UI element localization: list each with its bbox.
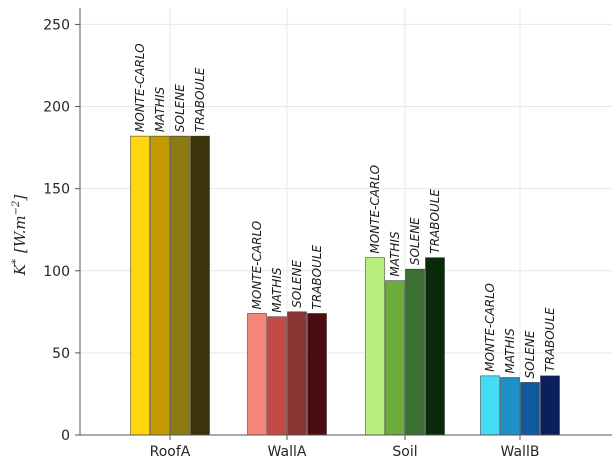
- y-axis-label-sup: *: [11, 259, 22, 264]
- bar-label: MONTE-CARLO: [250, 221, 264, 310]
- y-tick-label: 250: [43, 17, 70, 33]
- bar-soil-mathis: [385, 280, 405, 436]
- bar-label: SOLENE: [173, 84, 187, 132]
- bar-wallb-traboule: [540, 375, 560, 436]
- bar-soil-monte-carlo: [365, 257, 385, 436]
- y-axis-label-open: [W.m: [11, 215, 29, 253]
- bar-label: MATHIS: [388, 231, 402, 277]
- bar-label: TRABOULE: [310, 244, 324, 309]
- y-axis-label: K* [W.m−2]: [11, 195, 29, 277]
- bar-soil-traboule: [425, 257, 445, 436]
- bar-wallb-solene: [520, 382, 540, 436]
- y-axis-label-main: K: [11, 263, 29, 276]
- bar-wallb-monte-carlo: [480, 375, 500, 436]
- bar-soil-solene: [405, 268, 425, 436]
- bar-roofa-traboule: [190, 135, 210, 436]
- bar-label: SOLENE: [290, 260, 304, 308]
- bar-roofa-solene: [170, 135, 190, 436]
- bar-walla-traboule: [307, 313, 327, 436]
- x-tick-label: WallA: [268, 444, 307, 460]
- bars: [130, 135, 560, 436]
- y-tick-label: 100: [43, 264, 70, 280]
- bar-label: SOLENE: [408, 217, 422, 265]
- bar-label: MATHIS: [270, 267, 284, 313]
- bar-label: TRABOULE: [428, 189, 442, 254]
- bar-label: MONTE-CARLO: [368, 165, 382, 254]
- bar-roofa-monte-carlo: [130, 135, 150, 436]
- bar-label: MATHIS: [503, 328, 517, 374]
- x-tick-label: RoofA: [150, 444, 191, 460]
- axes: [79, 8, 612, 436]
- labels: 0 50 100 150 200 250 MONTE-CARLO MATHIS SOLENE TR…: [43, 17, 557, 460]
- bar-walla-monte-carlo: [247, 313, 267, 436]
- bar-label: SOLENE: [523, 330, 537, 378]
- y-tick-label: 150: [43, 182, 70, 198]
- x-tick-label: Soil: [392, 444, 417, 460]
- y-axis-label-exp: −2: [11, 201, 22, 216]
- bar-wallb-mathis: [500, 377, 520, 436]
- bar-roofa-mathis: [150, 135, 170, 436]
- bar-label: MONTE-CARLO: [483, 283, 497, 372]
- bar-label: MONTE-CARLO: [133, 43, 147, 132]
- y-axis-label-close: ]: [11, 195, 29, 202]
- y-tick-label: 0: [61, 428, 70, 444]
- bar-label: MATHIS: [153, 87, 167, 133]
- bar-walla-solene: [287, 311, 307, 436]
- bar-label: TRABOULE: [543, 307, 557, 372]
- x-tick-label: WallB: [501, 444, 540, 460]
- bar-label: TRABOULE: [193, 67, 207, 132]
- y-tick-label: 200: [43, 100, 70, 116]
- bar-walla-mathis: [267, 316, 287, 436]
- y-tick-label: 50: [52, 346, 70, 362]
